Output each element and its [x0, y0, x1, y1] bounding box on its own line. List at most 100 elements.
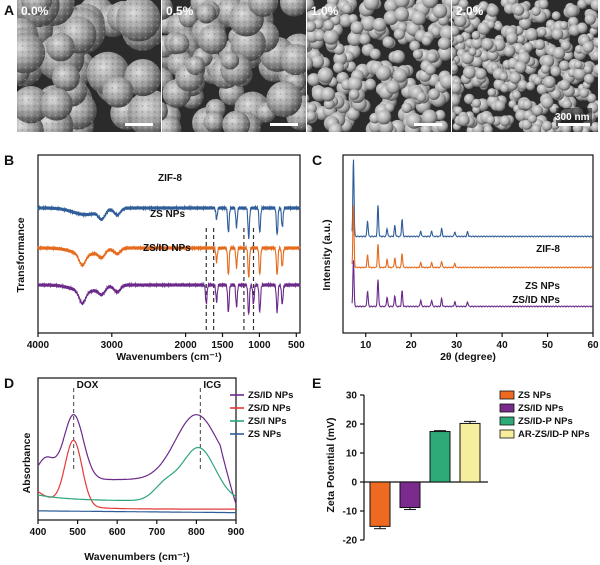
panel-b-xlabel: Wavenumbers (cm⁻¹) — [116, 351, 222, 363]
x-tick-label: 700 — [148, 527, 165, 538]
panel-b-letter: B — [4, 152, 14, 168]
particle — [376, 65, 392, 81]
legend-swatch-0 — [500, 391, 514, 399]
particle — [321, 87, 335, 101]
bar-2 — [430, 432, 450, 482]
particle — [500, 72, 508, 80]
particle-texture — [169, 33, 190, 54]
x-tick-label: 1000 — [248, 340, 271, 351]
particle — [487, 20, 495, 28]
particle — [512, 91, 521, 100]
particle — [486, 116, 495, 125]
series-label-2: ZS/ID NPs — [512, 295, 560, 306]
particle — [579, 88, 589, 98]
particle — [543, 76, 555, 88]
particle — [577, 22, 588, 33]
particle — [349, 89, 360, 100]
particle — [413, 49, 423, 59]
particle — [525, 28, 538, 41]
particle — [552, 28, 564, 40]
particle — [532, 105, 543, 116]
particle — [582, 41, 593, 52]
particle — [394, 29, 405, 40]
x-tick-label: 900 — [228, 527, 245, 538]
legend-label-3: AR-ZS/ID-P NPs — [518, 429, 590, 440]
particle — [526, 81, 535, 90]
panel-b-ylabel: Transformance — [15, 217, 27, 292]
particle — [333, 62, 344, 73]
legend-label-3: ZS NPs — [248, 429, 281, 440]
x-tick-label: 10 — [360, 340, 372, 351]
particle-texture — [40, 88, 73, 121]
particle-texture — [103, 77, 134, 108]
particle — [392, 50, 405, 63]
particle — [425, 64, 436, 75]
particle — [534, 39, 545, 50]
particle — [306, 111, 316, 121]
y-tick-label: 0 — [351, 478, 357, 489]
bar-3 — [460, 423, 480, 482]
particle — [437, 121, 449, 133]
panel-d-uvvis-chart: D Absorbance 400 500 600 700 800 900 DOX ICG ZS/… — [4, 375, 293, 563]
panel-c-ylabel: Intensity (a.u.) — [321, 219, 333, 290]
particle — [560, 21, 569, 30]
particle — [370, 49, 381, 60]
x-tick-label: 2000 — [174, 340, 197, 351]
particle — [468, 48, 476, 56]
series-line-2 — [38, 283, 300, 313]
particle — [323, 29, 338, 44]
particle — [323, 20, 334, 31]
panel-e-zeta-chart: E Zeta Potential (mV) -20-100102030 ZS NP… — [312, 375, 590, 547]
particle — [534, 76, 543, 85]
panel-d-letter: D — [4, 375, 14, 391]
particle — [585, 14, 596, 25]
panel-c-letter: C — [312, 152, 322, 168]
legend-label-0: ZS/ID NPs — [248, 390, 293, 401]
particle — [311, 55, 324, 68]
particle — [428, 88, 440, 100]
particle — [406, 113, 422, 129]
particle — [514, 61, 526, 73]
particle — [522, 100, 532, 110]
series-label-1: ZS NPs — [150, 209, 185, 220]
scale-bar-3 — [414, 123, 442, 126]
particle — [488, 88, 497, 97]
scale-bar-1 — [125, 123, 153, 126]
scale-bar-4 — [558, 123, 590, 126]
particle — [566, 5, 579, 18]
particle — [329, 123, 343, 137]
particle — [401, 102, 412, 113]
legend-label-1: ZS/ID NPs — [518, 403, 563, 414]
sem-label-1: 0.5% — [166, 4, 194, 18]
x-tick-label: 800 — [188, 527, 205, 538]
particle — [559, 60, 570, 71]
particle — [416, 92, 426, 102]
panel-e-letter: E — [312, 375, 321, 391]
particle — [463, 66, 476, 79]
panel-a: A 0.0% 0.5% 1.0% 2.0% — [0, 0, 600, 149]
particle-texture — [196, 3, 216, 23]
legend-swatch-2 — [500, 417, 514, 425]
particle — [342, 3, 353, 14]
x-tick-label: 1500 — [211, 340, 234, 351]
particle — [541, 96, 553, 108]
series-label-2: ZS/ID NPs — [143, 243, 191, 254]
particle — [584, 74, 594, 84]
particle — [542, 121, 552, 131]
x-tick-label: 600 — [109, 527, 126, 538]
particle — [481, 38, 493, 50]
y-tick-label: -20 — [343, 536, 358, 547]
y-tick-label: -10 — [343, 507, 358, 518]
particle-texture — [186, 56, 205, 75]
particle — [487, 4, 499, 16]
particle — [559, 80, 570, 91]
sem-image-2: 0.5% — [147, 0, 316, 143]
particle — [318, 67, 334, 83]
figure: A 0.0% 0.5% 1.0% 2.0% — [0, 0, 600, 565]
sem-image-1: 0.0% — [0, 0, 174, 149]
particle — [584, 65, 593, 74]
particle — [411, 11, 426, 26]
panel-d-xlabel: Wavenumbers (cm⁻¹) — [84, 551, 190, 563]
particle — [376, 110, 391, 125]
particle — [513, 5, 524, 16]
